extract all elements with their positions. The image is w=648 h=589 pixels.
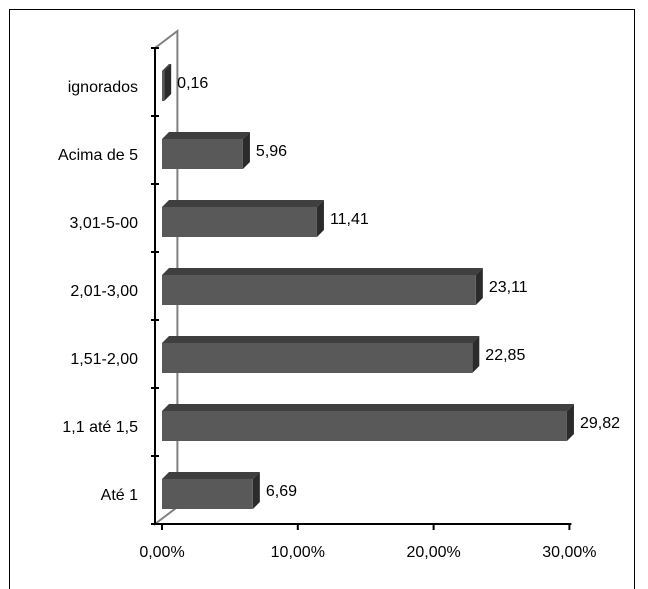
- bar-top: [162, 132, 250, 139]
- bar: [162, 139, 243, 169]
- category-label: 1,1 até 1,5: [62, 419, 138, 436]
- data-label: 23,11: [489, 279, 528, 296]
- data-label: 6,69: [266, 483, 297, 500]
- chart-labels: 0,00% 10,00% 20,00% 30,00% Até 1 6,69 1,1 até …: [58, 75, 620, 561]
- bar-top: [162, 472, 260, 479]
- category-label: 1,51-2,00: [70, 351, 138, 368]
- x-tick-label: 0,00%: [139, 544, 184, 561]
- category-label: 2,01-3,00: [70, 283, 138, 300]
- bar: [162, 207, 317, 237]
- category-label: ignorados: [68, 79, 138, 96]
- x-tick-label: 20,00%: [406, 544, 460, 561]
- bar: [162, 71, 164, 101]
- category-label: 3,01-5-00: [70, 215, 139, 232]
- data-label: 0,16: [177, 75, 208, 92]
- category-label: Acima de 5: [58, 147, 138, 164]
- x-tick-label: 30,00%: [542, 544, 596, 561]
- data-label: 29,82: [580, 415, 620, 432]
- bar-top: [162, 200, 324, 207]
- data-label: 5,96: [256, 143, 287, 160]
- bar-top: [162, 268, 483, 275]
- data-label: 11,41: [330, 211, 369, 228]
- x-tick-label: 10,00%: [271, 544, 325, 561]
- category-label: Até 1: [101, 487, 138, 504]
- bar: [162, 275, 476, 305]
- bar: [162, 343, 472, 373]
- data-label: 22,85: [485, 347, 525, 364]
- bar-top: [162, 404, 574, 411]
- bar: [162, 479, 253, 509]
- bar: [162, 411, 567, 441]
- bar-top: [162, 336, 479, 343]
